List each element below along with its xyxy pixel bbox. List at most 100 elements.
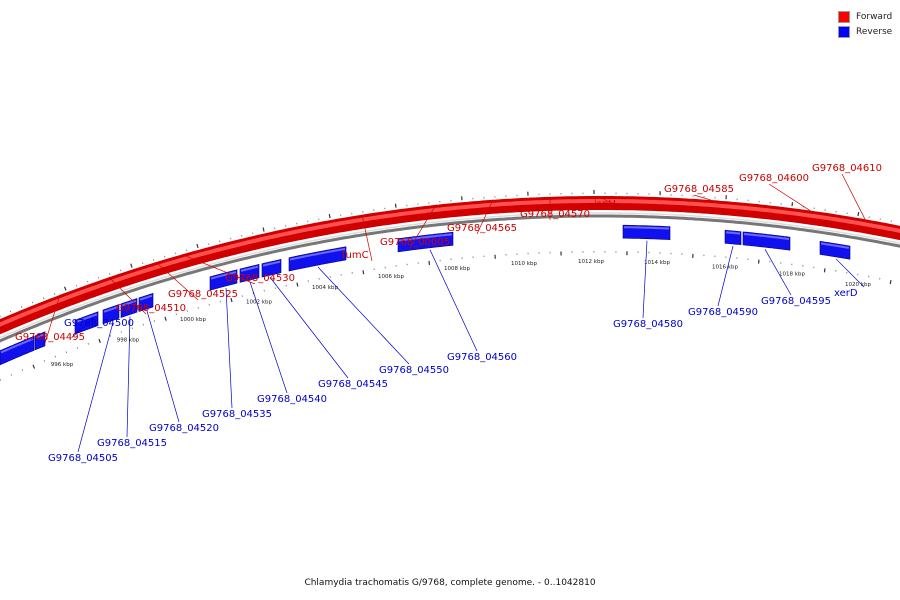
axis-ticks: 996 kbp 998 kbp 1000 kbp 1002 kbp 1004 kbp 10… xyxy=(0,190,892,381)
outer-tick xyxy=(857,211,860,217)
scale-tick xyxy=(164,316,167,321)
reverse-gene-label: G9768_04500 xyxy=(64,318,134,329)
scale-tick xyxy=(362,270,365,275)
forward-leader xyxy=(597,195,625,211)
reverse-gene-highlight xyxy=(139,294,153,301)
outer-tick xyxy=(791,202,794,207)
scale-tick xyxy=(230,297,233,303)
backbone-grey xyxy=(0,214,900,343)
tick-label: 1000 kbp xyxy=(180,317,206,323)
scale-tick xyxy=(43,360,45,362)
outer-tick xyxy=(394,203,397,208)
tick-label: 1014 kbp xyxy=(644,260,670,266)
reverse-leader xyxy=(71,316,95,338)
reverse-gene-label: G9768_04580 xyxy=(613,319,683,330)
reverse-leader xyxy=(225,288,233,409)
forward-gene-label: ispH xyxy=(594,199,616,210)
reverse-gene-block xyxy=(819,240,851,260)
scale-tick xyxy=(76,347,78,349)
forward-gene-label: G9768_04525 xyxy=(168,289,238,300)
forward-leader xyxy=(155,261,199,301)
forward-leader xyxy=(693,194,712,201)
forward-gene-label: G9768_04570 xyxy=(520,209,590,220)
reverse-gene-block xyxy=(288,246,347,272)
reverse-leader xyxy=(317,266,410,365)
outer-tick xyxy=(10,310,12,313)
outer-tick xyxy=(262,227,265,232)
outer-tick xyxy=(64,286,67,291)
outer-tick xyxy=(87,280,89,283)
tick-label: 1002 kbp xyxy=(246,299,272,305)
tick-label: 1006 kbp xyxy=(378,274,404,280)
backbone xyxy=(0,196,900,343)
reverse-gene-highlight xyxy=(75,313,98,323)
outer-tick xyxy=(328,214,331,219)
scale-tick xyxy=(54,355,56,358)
reverse-gene-block xyxy=(0,335,35,366)
reverse-leader xyxy=(77,322,114,453)
reverse-leader xyxy=(126,316,131,438)
tick-label: 1020 kbp xyxy=(845,282,871,288)
reverse-leader xyxy=(764,249,792,296)
reverse-gene-highlight xyxy=(624,226,670,230)
forward-leader xyxy=(841,173,866,220)
tick-label: 1004 kbp xyxy=(312,285,338,291)
scale-tick xyxy=(296,282,299,287)
scale-tick xyxy=(0,379,1,381)
outer-tick xyxy=(196,243,199,249)
forward-gene-label: G9768_04495 xyxy=(15,332,85,343)
reverse-gene-highlight xyxy=(262,260,281,267)
reverse-gene-highlight xyxy=(0,337,34,354)
forward-leader xyxy=(476,199,494,235)
forward-gene-label: G9768_00005 xyxy=(380,237,450,248)
reverse-gene-block xyxy=(74,311,99,335)
tick-label: 1018 kbp xyxy=(779,272,805,278)
reverse-gene-block xyxy=(102,304,120,325)
reverse-gene-block xyxy=(120,298,138,318)
scale-tick xyxy=(21,369,23,371)
reverse-leader xyxy=(642,240,648,319)
reverse-gene-highlight xyxy=(103,305,119,313)
reverse-gene-highlight xyxy=(289,247,346,261)
forward-gene-label: G9768_04530 xyxy=(225,273,295,284)
reverse-leader xyxy=(429,249,478,352)
forward-swatch xyxy=(838,10,850,23)
legend-reverse: Reverse xyxy=(838,24,892,39)
tick-label: 1016 kbp xyxy=(712,264,738,270)
tick-label: 998 kbp xyxy=(117,338,140,344)
forward-gene-label: G9768_04610 xyxy=(812,163,882,174)
reverse-leader xyxy=(835,258,865,288)
scale-tick xyxy=(98,338,101,344)
forward-gene-label: G9768_04600 xyxy=(739,173,809,184)
reverse-gene-label: xerD xyxy=(834,288,858,299)
reverse-gene-highlight xyxy=(725,231,741,235)
reverse-gene-highlight xyxy=(743,233,790,240)
forward-gene-label: fumC xyxy=(342,250,369,261)
forward-leader xyxy=(361,214,373,262)
reverse-gene-label: G9768_04595 xyxy=(761,296,831,307)
forward-gene-label: G9768_04510 xyxy=(116,303,186,314)
tick-label: 996 kbp xyxy=(51,362,74,368)
outer-tick xyxy=(76,284,78,287)
scale-tick xyxy=(87,343,89,345)
scale-tick xyxy=(65,351,67,354)
forward-leader xyxy=(44,294,61,344)
tick-label: 1008 kbp xyxy=(444,266,470,272)
legend-forward: Forward xyxy=(838,9,892,24)
outer-tick xyxy=(130,263,133,268)
backbone-highlight xyxy=(0,212,900,339)
reverse-gene-label: G9768_04515 xyxy=(97,438,167,449)
tick-label: 1012 kbp xyxy=(578,259,604,265)
legend: Forward Reverse xyxy=(838,9,892,39)
forward-leader xyxy=(409,204,437,249)
reverse-gene-highlight xyxy=(240,265,259,272)
reverse-gene-label: G9768_04540 xyxy=(257,394,327,405)
outer-tick xyxy=(21,306,23,308)
scale-tick xyxy=(889,279,892,285)
reverse-swatch xyxy=(838,25,850,38)
reverse-gene-highlight xyxy=(35,333,45,339)
reverse-leader xyxy=(146,310,180,423)
reverse-gene-highlight xyxy=(820,242,850,249)
legend-forward-label: Forward xyxy=(856,11,893,22)
